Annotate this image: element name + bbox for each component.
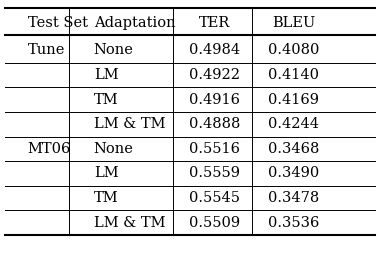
Text: 0.4888: 0.4888: [189, 117, 240, 131]
Text: 0.4922: 0.4922: [189, 68, 240, 82]
Text: None: None: [94, 142, 134, 156]
Text: MT06: MT06: [28, 142, 71, 156]
Text: Test Set: Test Set: [28, 16, 88, 30]
Text: 0.3468: 0.3468: [268, 142, 320, 156]
Text: 0.5509: 0.5509: [189, 216, 240, 230]
Text: 0.3478: 0.3478: [268, 191, 319, 205]
Text: BLEU: BLEU: [272, 16, 315, 30]
Text: LM & TM: LM & TM: [94, 117, 165, 131]
Text: LM: LM: [94, 166, 119, 181]
Text: 0.4140: 0.4140: [268, 68, 319, 82]
Text: TER: TER: [199, 16, 230, 30]
Text: 0.4244: 0.4244: [268, 117, 319, 131]
Text: None: None: [94, 43, 134, 57]
Text: 0.4169: 0.4169: [268, 93, 319, 107]
Text: 0.4984: 0.4984: [189, 43, 240, 57]
Text: LM & TM: LM & TM: [94, 216, 165, 230]
Text: Tune: Tune: [28, 43, 65, 57]
Text: 0.5516: 0.5516: [189, 142, 240, 156]
Text: TM: TM: [94, 93, 119, 107]
Text: 0.3490: 0.3490: [268, 166, 319, 181]
Text: 0.5545: 0.5545: [189, 191, 240, 205]
Text: 0.4916: 0.4916: [189, 93, 240, 107]
Text: 0.5559: 0.5559: [189, 166, 240, 181]
Text: 0.3536: 0.3536: [268, 216, 320, 230]
Text: 0.4080: 0.4080: [268, 43, 320, 57]
Text: Adaptation: Adaptation: [94, 16, 176, 30]
Text: LM: LM: [94, 68, 119, 82]
Text: TM: TM: [94, 191, 119, 205]
